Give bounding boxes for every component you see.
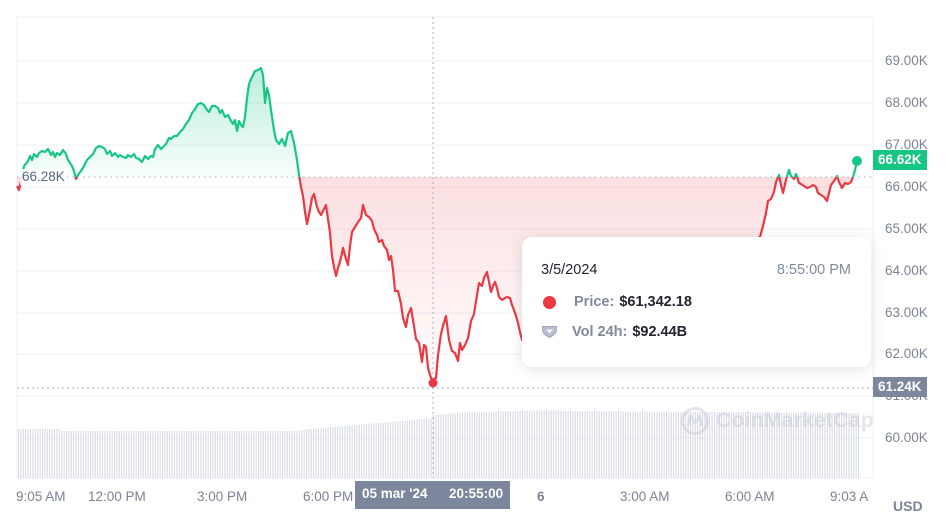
y-tick: 65.00K <box>885 221 928 236</box>
price-dot-icon <box>543 295 556 309</box>
y-tick: 68.00K <box>885 95 928 110</box>
price-line-up <box>20 66 859 177</box>
tooltip-date: 3/5/2024 <box>541 262 598 278</box>
y-tick: 69.00K <box>885 53 928 68</box>
y-tick: 63.00K <box>885 305 928 320</box>
tooltip-vol-value: $92.44B <box>632 324 688 340</box>
price-area-down <box>17 177 857 380</box>
current-price-badge: 66.62K <box>873 150 927 170</box>
x-tick: 12:00 PM <box>88 489 146 504</box>
x-tick: 9:05 AM <box>16 489 66 504</box>
currency-label[interactable]: USD <box>893 498 923 514</box>
tooltip-time: 8:55:00 PM <box>776 262 851 278</box>
chart-tooltip: 3/5/2024 8:55:00 PM Price: $61,342.18 Vo… <box>522 237 871 367</box>
crosshair-date: 05 mar '24 <box>362 486 428 501</box>
watermark-text: CoinMarketCap <box>716 409 874 432</box>
y-tick: 67.00K <box>885 137 928 152</box>
x-tick: 6:00 AM <box>725 489 775 504</box>
x-tick: 6:00 PM <box>303 489 354 504</box>
watermark: CoinMarketCap <box>680 406 874 436</box>
x-tick: 9:03 A <box>830 489 869 504</box>
price-line-down <box>16 177 855 382</box>
crosshair-date-badge: 05 mar '24 20:55:00 <box>355 481 511 509</box>
hover-point[interactable] <box>428 378 438 388</box>
tooltip-price-value: $61,342.18 <box>619 294 692 310</box>
coinmarketcap-logo-icon <box>681 407 709 435</box>
x-tick-day: 6 <box>537 489 545 504</box>
x-tick: 3:00 AM <box>620 489 670 504</box>
x-tick: 3:00 PM <box>197 489 248 504</box>
price-area-up <box>17 68 857 177</box>
y-tick: 66.00K <box>885 179 928 194</box>
current-price-point <box>852 156 862 166</box>
volume-bars <box>18 410 859 478</box>
y-tick: 62.00K <box>885 346 928 361</box>
crosshair-time: 20:55:00 <box>449 486 504 501</box>
volume-shield-icon <box>542 326 557 339</box>
crosshair-price-badge: 61.24K <box>873 377 927 397</box>
tooltip-price-label: Price: <box>574 294 615 310</box>
y-tick: 60.00K <box>885 430 928 445</box>
tooltip-vol-label: Vol 24h: <box>572 324 628 340</box>
plot-border <box>16 16 874 479</box>
y-tick: 64.00K <box>885 263 928 278</box>
baseline-label: 66.28K <box>20 169 67 185</box>
